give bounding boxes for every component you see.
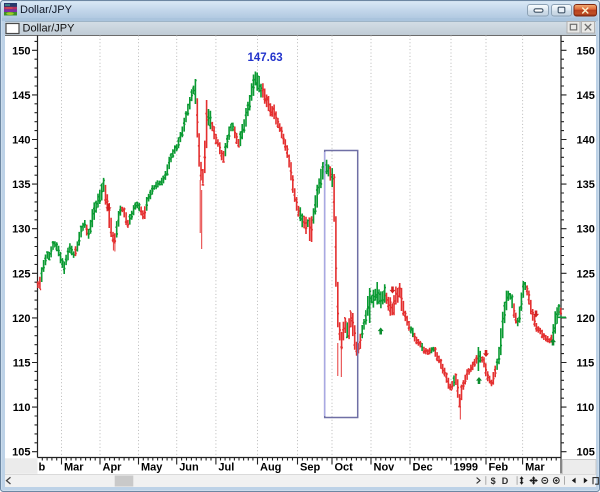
svg-text:110: 110 <box>577 402 595 414</box>
svg-text:130: 130 <box>12 224 30 236</box>
svg-text:135: 135 <box>12 179 30 191</box>
svg-text:b: b <box>39 462 46 474</box>
svg-text:Sep: Sep <box>300 462 320 474</box>
svg-text:Nov: Nov <box>374 462 396 474</box>
svg-text:Oct: Oct <box>335 462 354 474</box>
svg-text:115: 115 <box>13 358 31 370</box>
svg-text:Dec: Dec <box>413 462 433 474</box>
svg-text:125: 125 <box>577 268 595 280</box>
svg-text:135: 135 <box>577 179 595 191</box>
svg-text:115: 115 <box>577 358 595 370</box>
svg-text:105: 105 <box>12 447 30 459</box>
svg-text:Jun: Jun <box>179 462 199 474</box>
svg-text:147.63: 147.63 <box>248 52 283 64</box>
svg-text:150: 150 <box>12 45 30 57</box>
svg-text:Mar: Mar <box>64 462 84 474</box>
svg-text:$: $ <box>491 476 496 486</box>
svg-text:Feb: Feb <box>489 462 509 474</box>
svg-text:Jul: Jul <box>218 462 234 474</box>
svg-text:Dollar/JPY: Dollar/JPY <box>20 4 73 16</box>
svg-text:120: 120 <box>12 313 30 325</box>
svg-text:Mar: Mar <box>525 462 545 474</box>
svg-text:1999: 1999 <box>454 462 478 474</box>
svg-text:Dollar/JPY: Dollar/JPY <box>23 23 76 35</box>
svg-text:145: 145 <box>12 90 30 102</box>
svg-text:120: 120 <box>577 313 595 325</box>
svg-text:130: 130 <box>577 224 595 236</box>
svg-text:110: 110 <box>13 402 31 414</box>
svg-text:140: 140 <box>12 135 30 147</box>
svg-text:May: May <box>141 462 163 474</box>
svg-text:125: 125 <box>12 268 30 280</box>
svg-text:140: 140 <box>577 135 595 147</box>
svg-text:145: 145 <box>577 90 595 102</box>
svg-text:Apr: Apr <box>103 462 123 474</box>
svg-text:Aug: Aug <box>260 462 281 474</box>
svg-text:105: 105 <box>577 447 595 459</box>
svg-text:D: D <box>502 476 509 486</box>
svg-text:150: 150 <box>577 45 595 57</box>
